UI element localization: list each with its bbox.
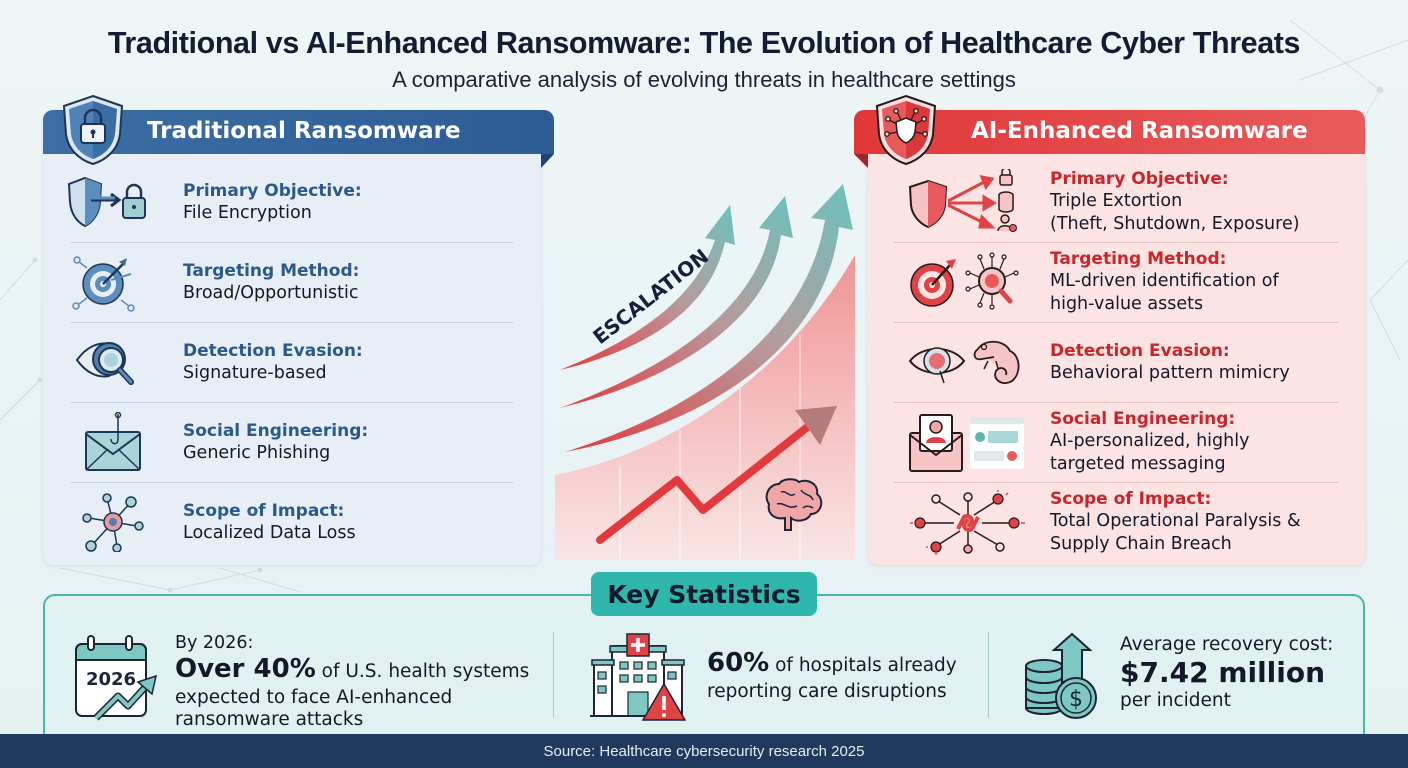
- phishing-envelope-icon: [85, 412, 141, 471]
- traditional-row-targeting-method: Targeting Method: Broad/Opportunistic: [43, 242, 541, 322]
- ai-enhanced-ransomware-panel: AI-Enhanced Ransomware: [854, 94, 1365, 565]
- key-statistics-box: [43, 594, 1365, 744]
- hospital-warning-icon: [590, 633, 686, 721]
- row-value: Generic Phishing: [183, 442, 331, 463]
- stat-care-disruptions: 60% of hospitals already reporting care …: [707, 648, 977, 703]
- shield-lock-icon: [62, 94, 124, 166]
- stat-rest: expected to face AI-enhanced: [175, 687, 453, 708]
- stat-pre: By 2026:: [175, 633, 254, 653]
- page-title: Traditional vs AI-Enhanced Ransomware: T…: [107, 26, 1301, 60]
- ai-row-primary-objective: Primary Objective: Triple Extortion (The…: [868, 162, 1365, 242]
- stat-rest: per incident: [1120, 690, 1231, 711]
- svg-text:$: $: [1069, 687, 1083, 712]
- row-label: Primary Objective:: [183, 180, 362, 201]
- traditional-row-detection-evasion: Detection Evasion: Signature-based: [43, 322, 541, 402]
- brain-icon: [765, 478, 823, 531]
- stat-pre: Average recovery cost:: [1120, 634, 1334, 655]
- row-value: Triple Extortion: [1050, 191, 1183, 211]
- row-label: Targeting Method:: [1050, 249, 1227, 269]
- ai-enhanced-banner: AI-Enhanced Ransomware: [854, 110, 1365, 154]
- row-label: Detection Evasion:: [183, 340, 363, 361]
- traditional-row-primary-objective: Primary Objective: File Encryption: [43, 162, 541, 242]
- stat-rest: of hospitals already: [769, 655, 957, 676]
- stat-highlight: $7.42 million: [1120, 656, 1326, 689]
- row-value: AI-personalized, highly: [1050, 431, 1250, 451]
- ai-enhanced-title: AI-Enhanced Ransomware: [971, 118, 1308, 144]
- stat-highlight: 60%: [707, 648, 770, 678]
- stat-rest: ransomware attacks: [175, 709, 364, 730]
- shield-triple-arrow-icon: [908, 169, 1017, 232]
- traditional-row-scope-of-impact: Scope of Impact: Localized Data Loss: [43, 482, 541, 562]
- row-label: Targeting Method:: [183, 260, 360, 281]
- row-label: Scope of Impact:: [183, 500, 345, 521]
- ai-row-scope-of-impact: Scope of Impact: Total Operational Paral…: [868, 482, 1365, 562]
- target-arrow-icon: [72, 256, 135, 312]
- row-value: high-value assets: [1050, 294, 1204, 314]
- source-text: Source: Healthcare cybersecurity researc…: [543, 742, 865, 760]
- row-value: File Encryption: [183, 202, 312, 223]
- row-label: Scope of Impact:: [1050, 489, 1212, 509]
- calendar-year-text: 2026: [86, 669, 136, 690]
- shield-circuit-icon: [875, 94, 937, 166]
- row-value: ML-driven identification of: [1050, 271, 1279, 291]
- row-value: targeted messaging: [1050, 454, 1226, 474]
- stat-divider: [988, 632, 989, 718]
- stat-rest: reporting care disruptions: [707, 681, 947, 702]
- key-statistics-title: Key Statistics: [591, 572, 817, 616]
- row-value: Supply Chain Breach: [1050, 534, 1232, 554]
- row-value: (Theft, Shutdown, Exposure): [1050, 214, 1300, 234]
- stat-recovery-cost: Average recovery cost: $7.42 million per…: [1120, 634, 1360, 712]
- traditional-ransomware-panel: Traditional Ransomware Primary Objective…: [43, 94, 554, 565]
- stat-divider: [553, 632, 554, 718]
- banner-fold: [541, 154, 554, 168]
- source-footer: Source: Healthcare cybersecurity researc…: [0, 734, 1408, 768]
- stat-ai-attack-forecast: By 2026: Over 40% of U.S. health systems…: [175, 632, 535, 731]
- row-value: Localized Data Loss: [183, 522, 356, 543]
- page-subtitle: A comparative analysis of evolving threa…: [392, 67, 1016, 92]
- target-ai-magnifier-icon: [910, 252, 1019, 310]
- row-value: Broad/Opportunistic: [183, 282, 359, 303]
- stat-rest: of U.S. health systems: [315, 661, 530, 682]
- shield-arrow-lock-icon: [67, 176, 146, 228]
- eye-magnifier-icon: [75, 342, 134, 385]
- chain-network-icon: [910, 490, 1025, 555]
- stat-highlight: Over 40%: [175, 654, 316, 684]
- personalized-envelope-chat-icon: [909, 414, 1024, 472]
- eye-brain-chameleon-icon: [908, 340, 1020, 384]
- ai-row-targeting-method: Targeting Method: ML-driven identificati…: [868, 242, 1365, 322]
- traditional-title: Traditional Ransomware: [147, 118, 461, 144]
- row-label: Primary Objective:: [1050, 169, 1229, 189]
- row-label: Detection Evasion:: [1050, 340, 1230, 361]
- ai-row-social-engineering: Social Engineering: AI-personalized, hig…: [868, 402, 1365, 482]
- coins-dollar-up-icon: $: [1025, 632, 1097, 719]
- ai-row-detection-evasion: Detection Evasion: Behavioral pattern mi…: [868, 322, 1365, 402]
- banner-fold: [854, 154, 868, 168]
- row-label: Social Engineering:: [183, 420, 369, 441]
- row-value: Signature-based: [183, 362, 327, 383]
- traditional-banner: Traditional Ransomware: [43, 110, 554, 154]
- traditional-row-social-engineering: Social Engineering: Generic Phishing: [43, 402, 541, 482]
- calendar-2026-trend-icon: 2026: [75, 635, 158, 721]
- row-value: Total Operational Paralysis &: [1050, 511, 1301, 531]
- row-label: Social Engineering:: [1050, 409, 1236, 429]
- row-value: Behavioral pattern mimicry: [1050, 362, 1290, 383]
- network-node-icon: [82, 493, 144, 552]
- escalation-arrows-icon: ESCALATION: [555, 184, 855, 560]
